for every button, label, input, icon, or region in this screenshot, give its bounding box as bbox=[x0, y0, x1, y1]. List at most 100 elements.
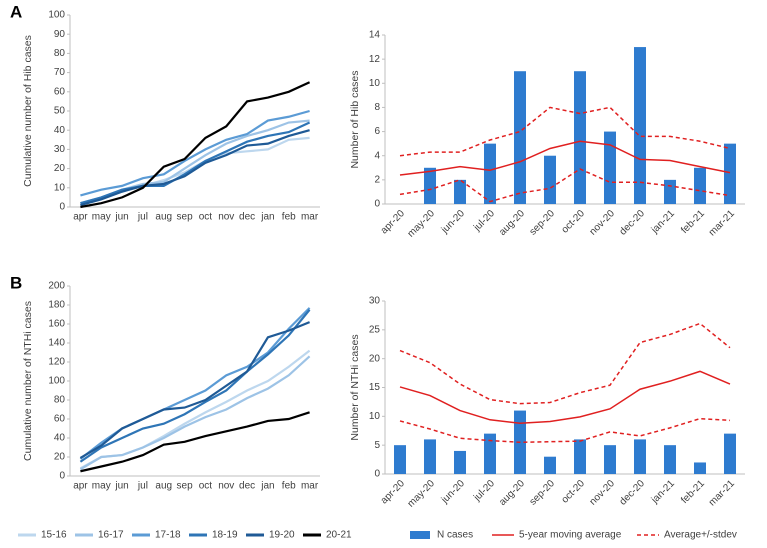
y-tick-label: 15 bbox=[369, 382, 381, 393]
y-tick-label: 20 bbox=[369, 353, 381, 364]
y-tick-label: 40 bbox=[54, 433, 66, 444]
series-line bbox=[80, 411, 310, 473]
y-tick-label: 0 bbox=[59, 471, 65, 482]
x-tick-label: sep-20 bbox=[528, 478, 558, 508]
y-tick-label: 4 bbox=[374, 150, 380, 161]
y-tick-label: 140 bbox=[48, 338, 65, 349]
bar bbox=[694, 462, 706, 474]
x-tick-label: nov-20 bbox=[588, 478, 618, 508]
bar bbox=[544, 155, 556, 204]
x-tick-label: aug bbox=[155, 212, 172, 223]
series-line bbox=[399, 370, 731, 425]
x-tick-label: oct bbox=[199, 481, 213, 492]
x-tick-label: nov bbox=[218, 481, 234, 492]
series-line bbox=[80, 119, 310, 205]
x-tick-label: sep bbox=[177, 212, 194, 223]
bar bbox=[424, 439, 436, 474]
legend-label: 5-year moving average bbox=[519, 530, 622, 541]
y-tick-label: 10 bbox=[369, 411, 381, 422]
series-line bbox=[80, 81, 311, 209]
series-line bbox=[399, 322, 731, 405]
legend-swatch bbox=[410, 531, 430, 539]
x-tick-label: dec bbox=[239, 481, 255, 492]
bar bbox=[514, 71, 526, 204]
bar bbox=[394, 445, 406, 474]
series-line bbox=[80, 109, 310, 197]
y-tick-label: 30 bbox=[54, 144, 66, 155]
x-tick-label: nov bbox=[218, 212, 234, 223]
x-tick-label: oct-20 bbox=[560, 478, 588, 506]
y-tick-label: 5 bbox=[374, 440, 380, 451]
x-tick-label: mar bbox=[301, 481, 319, 492]
x-tick-label: may bbox=[92, 481, 111, 492]
y-tick-label: 60 bbox=[54, 414, 66, 425]
y-tick-label: 8 bbox=[374, 102, 380, 113]
y-tick-label: 40 bbox=[54, 125, 66, 136]
bar bbox=[454, 450, 466, 474]
x-tick-label: jun bbox=[114, 481, 128, 492]
x-tick-label: jul bbox=[137, 212, 148, 223]
legend-label: 18-19 bbox=[212, 530, 238, 541]
x-tick-label: jun bbox=[114, 212, 128, 223]
series-line bbox=[399, 140, 731, 176]
series-line bbox=[80, 121, 311, 205]
y-tick-label: 120 bbox=[48, 357, 65, 368]
legend-label: N cases bbox=[437, 530, 473, 541]
y-axis-title: Number of Hib cases bbox=[349, 70, 361, 168]
x-tick-label: jun-20 bbox=[439, 478, 467, 506]
legend-label: 17-18 bbox=[155, 530, 181, 541]
y-tick-label: 20 bbox=[54, 163, 66, 174]
y-tick-label: 2 bbox=[374, 174, 380, 185]
bar bbox=[664, 445, 676, 474]
series-line bbox=[399, 106, 731, 157]
y-tick-label: 100 bbox=[48, 10, 65, 21]
x-tick-label: apr bbox=[73, 212, 88, 223]
bar bbox=[424, 167, 436, 204]
y-axis-title: Cumulative number of NTHi cases bbox=[22, 301, 34, 461]
bar bbox=[544, 456, 556, 474]
x-tick-label: jan-21 bbox=[649, 208, 677, 236]
bar bbox=[604, 131, 616, 204]
bar bbox=[484, 143, 496, 204]
x-tick-label: oct bbox=[199, 212, 213, 223]
y-tick-label: 12 bbox=[369, 54, 381, 65]
y-tick-label: 50 bbox=[54, 106, 66, 117]
x-tick-label: apr-20 bbox=[379, 208, 408, 237]
bar bbox=[694, 167, 706, 204]
y-tick-label: 25 bbox=[369, 324, 381, 335]
bar bbox=[574, 439, 586, 474]
y-tick-label: 30 bbox=[369, 296, 381, 307]
bar bbox=[574, 71, 586, 204]
series-line bbox=[79, 355, 311, 471]
x-tick-label: feb bbox=[282, 212, 296, 223]
y-tick-label: 80 bbox=[54, 395, 66, 406]
x-tick-label: dec-20 bbox=[618, 478, 648, 508]
y-tick-label: 0 bbox=[374, 469, 380, 480]
x-tick-label: may-20 bbox=[406, 208, 438, 240]
x-tick-label: aug bbox=[155, 481, 172, 492]
y-tick-label: 10 bbox=[54, 182, 66, 193]
panel-label: B bbox=[10, 273, 22, 292]
x-tick-label: jan bbox=[260, 212, 274, 223]
bar bbox=[724, 433, 736, 474]
y-tick-label: 6 bbox=[374, 126, 380, 137]
x-tick-label: mar-21 bbox=[707, 208, 737, 238]
x-tick-label: sep-20 bbox=[528, 208, 558, 238]
y-tick-label: 200 bbox=[48, 281, 65, 292]
x-tick-label: aug-20 bbox=[497, 478, 527, 508]
y-tick-label: 70 bbox=[54, 67, 66, 78]
y-tick-label: 60 bbox=[54, 86, 66, 97]
bar bbox=[664, 179, 676, 204]
bar bbox=[484, 433, 496, 474]
bar bbox=[634, 47, 646, 205]
y-tick-label: 0 bbox=[59, 202, 65, 213]
legend-label: 19-20 bbox=[269, 530, 295, 541]
bar bbox=[634, 439, 646, 474]
x-tick-label: jan bbox=[260, 481, 274, 492]
x-tick-label: feb-21 bbox=[679, 478, 707, 506]
legend-label: Average+/-stdev bbox=[664, 530, 737, 541]
bar bbox=[604, 445, 616, 474]
x-tick-label: mar bbox=[301, 212, 319, 223]
